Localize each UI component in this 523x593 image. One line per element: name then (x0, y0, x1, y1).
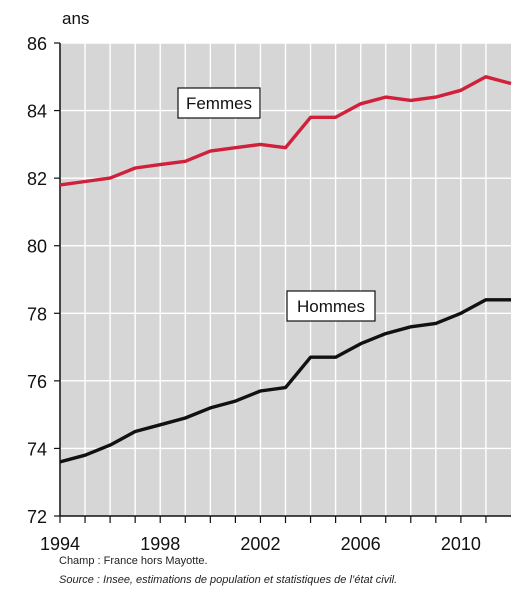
y-tick-label: 86 (27, 34, 47, 54)
y-tick-label: 80 (27, 237, 47, 257)
x-tick-label: 2002 (240, 534, 280, 554)
series-lines (59, 75, 512, 464)
series-line-hommes (59, 298, 511, 464)
y-tick-label: 82 (27, 169, 47, 189)
series-label-box-femmes (177, 87, 261, 119)
y-tick-label: 76 (27, 372, 47, 392)
series-label-box-hommes (286, 290, 376, 322)
y-tick-label: 78 (27, 304, 47, 324)
axes: 72 74 76 78 80 82 84 86 1994 1998 2002 2006 2010 (27, 34, 511, 554)
x-tick-label: 2006 (341, 534, 381, 554)
series-label-hommes: Hommes (297, 297, 365, 316)
y-tick-label: 72 (27, 507, 47, 527)
series-labels: Femmes Hommes (177, 87, 376, 322)
line-chart: 72 74 76 78 80 82 84 86 1994 1998 2002 2006 2010 Fem… (27, 9, 512, 554)
x-tick-label: 1994 (40, 534, 80, 554)
source-note: Source : Insee, estimations de populatio… (59, 574, 398, 586)
y-tick-label: 74 (27, 439, 47, 459)
x-tick-label: 1998 (140, 534, 180, 554)
series-label-femmes: Femmes (186, 94, 252, 113)
champ-note: Champ : France hors Mayotte. (59, 555, 208, 567)
x-tick-label: 2010 (441, 534, 481, 554)
grid-lines (60, 42, 511, 516)
series-line-femmes (59, 75, 512, 187)
y-axis-label: ans (62, 9, 89, 28)
y-tick-label: 84 (27, 102, 47, 122)
